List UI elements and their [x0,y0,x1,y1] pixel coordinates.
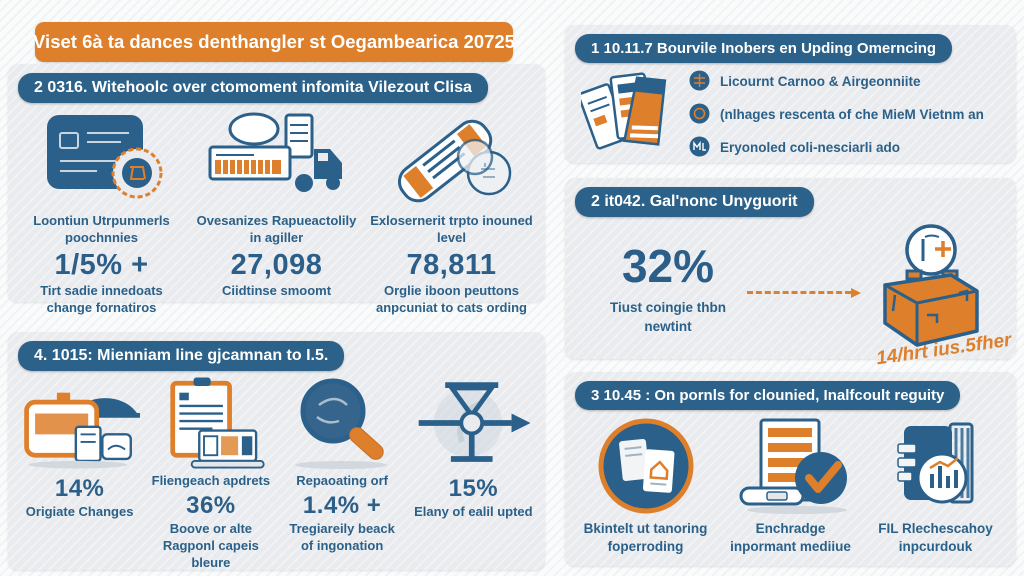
stat-card-3: Exlosernerit trpto inouned level 78,811 … [364,105,539,317]
stat-title: Ovesanizes Rapueactolily in agiller [196,213,357,246]
portal-label: Enchradge inpormant mediiue [730,521,851,555]
section-header-text: 2 it042. Gal'nonc Unyguorit [591,193,798,210]
doc-check-icon [724,416,857,516]
clipboard-laptop-icon [150,373,271,473]
portal-row: Bkintelt ut tanoring foperroding [565,410,1016,556]
title-banner-text: Viset 6à ta dances denthangler st Oegamb… [33,31,515,52]
stat-caption: Orglie iboon peuttons anpcuniat to cats … [376,283,527,316]
stat-row: Loontiun Utrpunmerls poochnnies 1/5% + T… [8,103,545,317]
section-portals-header: 3 10.45 : On pornls for clounied, Inalfc… [575,381,961,411]
stat-row: 14% Origiate Changes [8,371,545,572]
support-body: 32% Tiust coingie thbn newtint [565,217,1016,370]
section-header-text: 3 10.45 : On pornls for clounied, Inalfc… [591,387,945,404]
section-customer-info-header: 2 0316. Witehoolc over ctomoment infomit… [18,73,488,104]
title-banner: Viset 6à ta dances denthangler st Oegamb… [33,22,515,62]
bullet-text: (nlhages rescenta of che MieM Vietnm an [720,107,984,123]
funnel-arrow-icon [413,373,534,473]
stat-value: 27,098 [230,249,323,282]
ticket-scanner-icon [369,105,534,213]
support-stat: 32% Tiust coingie thbn newtint [589,223,747,335]
stat-title: Loontiun Utrpunmerls poochnnies [33,213,170,246]
portal-item-3: FIL Rlechescahoy inpcurdouk [863,416,1008,556]
stat-caption: Origiate Changes [25,504,134,520]
stat-title: Fliengeach apdrets [151,473,271,489]
stat-value: 14% [54,475,105,503]
stat-value: 1.4% + [302,492,382,520]
stat-caption: Elany of ealil upted [414,504,533,520]
tickets-fan-icon [577,67,677,160]
stat-value: 1/5% + [54,249,149,282]
portal-item-1: Bkintelt ut tanoring foperroding [573,416,718,556]
stat-caption: Tiust coingie thbn newtint [610,300,726,334]
bullet-item: Eryonoled coli-nesciarli ado [689,136,984,160]
section-milestones-header: 4. 1015: Mienniam line gjcamnan to I.5. [18,341,345,372]
section-header-text: 4. 1015: Mienniam line gjcamnan to I.5. [34,347,329,364]
portal-label: FIL Rlechescahoy inpcurdouk [878,521,993,555]
briefcase-hardhat-icon [19,373,141,473]
stat-caption: Ciidtinse smoomt [221,283,332,299]
bullet-text: Eryonoled coli-nesciarli ado [720,140,901,156]
stat-title: Repaoating orf [296,473,388,489]
section-support: 2 it042. Gal'nonc Unyguorit 32% Tiust co… [565,178,1016,370]
stat-title: Exlosernerit trpto inouned level [370,213,533,246]
magnifier-icon [282,373,403,473]
portal-item-2: Enchradge inpormant mediiue [718,416,863,556]
stat-card-4: 14% Origiate Changes [14,373,145,521]
ballot-box-wrap: 14/hrt ius.5fher [851,223,1013,370]
section-support-header: 2 it042. Gal'nonc Unyguorit [575,187,814,218]
bullet-item: (nlhages rescenta of che MieM Vietnm an [689,103,984,127]
dashed-arrow-icon [747,287,861,298]
bullet-list: Licournt Carnoo & Airgeonniite (nlhages … [689,68,984,160]
bullet-text: Licournt Carnoo & Airgeonniite [720,74,921,90]
section-header-text: 2 0316. Witehoolc over ctomoment infomit… [34,79,472,96]
bullet-badge-icon [689,70,710,94]
section-updates: 1 10.11.7 Bourvile Inobers en Upding Ome… [565,25,1016,163]
book-chart-icon [869,416,1002,516]
section-updates-header: 1 10.11.7 Bourvile Inobers en Upding Ome… [575,34,953,64]
ballot-box-icon [851,223,1008,356]
stat-value: 36% [186,492,236,520]
delivery-truck-icon [194,105,359,213]
id-card-seal-icon [19,105,184,213]
stat-caption: Tregiareily beack of ingonation [289,521,395,554]
section-header-text: 1 10.11.7 Bourvile Inobers en Upding Ome… [591,40,937,57]
stat-value: 32% [621,240,715,293]
stat-card-6: Repaoating orf 1.4% + Tregiareily beack … [277,373,408,555]
portal-label: Bkintelt ut tanoring foperroding [583,521,708,555]
stat-card-7: 15% Elany of ealil upted [408,373,539,521]
circle-cards-icon [579,416,712,516]
stat-caption: Tirt sadie innedoats change fornatiros [40,283,163,316]
stat-value: 15% [448,475,499,503]
bullet-badge-icon [689,103,710,127]
stat-card-1: Loontiun Utrpunmerls poochnnies 1/5% + T… [14,105,189,317]
stat-caption: Boove or alte Ragponl capeis bleure [162,521,259,571]
section-customer-info: 2 0316. Witehoolc over ctomoment infomit… [8,64,545,315]
bullet-badge-icon [689,136,710,160]
updates-body: Licournt Carnoo & Airgeonniite (nlhages … [565,63,1016,160]
section-milestones: 4. 1015: Mienniam line gjcamnan to I.5. [8,332,545,570]
section-portals: 3 10.45 : On pornls for clounied, Inalfc… [565,372,1016,566]
stat-value: 78,811 [406,249,497,282]
stat-card-2: Ovesanizes Rapueactolily in agiller 27,0… [189,105,364,300]
bullet-item: Licournt Carnoo & Airgeonniite [689,70,984,94]
stat-card-5: Fliengeach apdrets 36% Boove or alte Rag… [145,373,276,572]
